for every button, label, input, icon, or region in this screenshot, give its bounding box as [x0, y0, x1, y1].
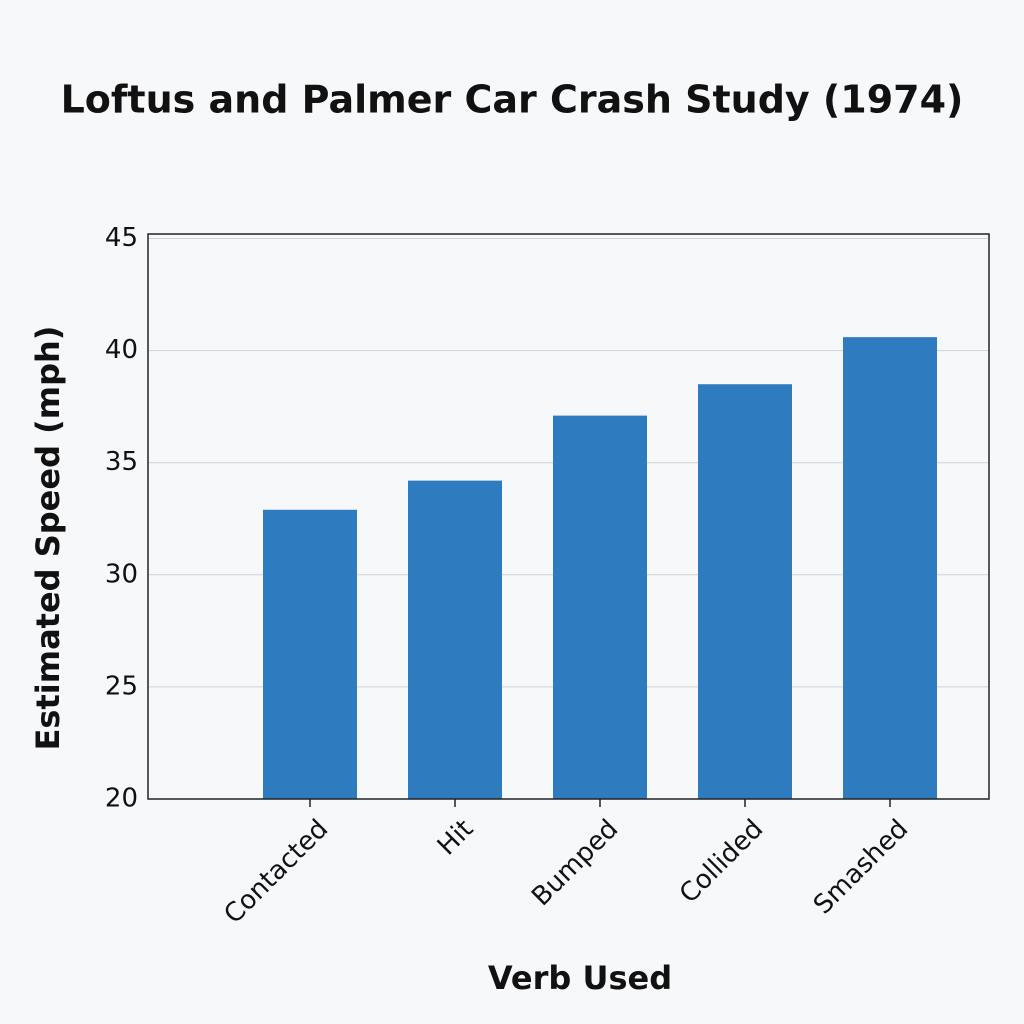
y-tick-label: 20 [105, 784, 138, 814]
y-tick-label: 45 [105, 223, 138, 253]
y-tick-label: 40 [105, 335, 138, 365]
bar [698, 384, 792, 799]
chart-title: Loftus and Palmer Car Crash Study (1974) [61, 78, 964, 122]
plot-frame [147, 233, 990, 800]
bar [553, 415, 647, 799]
y-tick-label: 30 [105, 559, 138, 589]
bar [843, 337, 937, 799]
y-tick-label: 25 [105, 671, 138, 701]
y-axis-label: Estimated Speed (mph) [29, 326, 67, 751]
bar [408, 480, 502, 799]
x-axis-label: Verb Used [488, 959, 672, 997]
bar [263, 509, 357, 799]
y-tick-label: 35 [105, 447, 138, 477]
